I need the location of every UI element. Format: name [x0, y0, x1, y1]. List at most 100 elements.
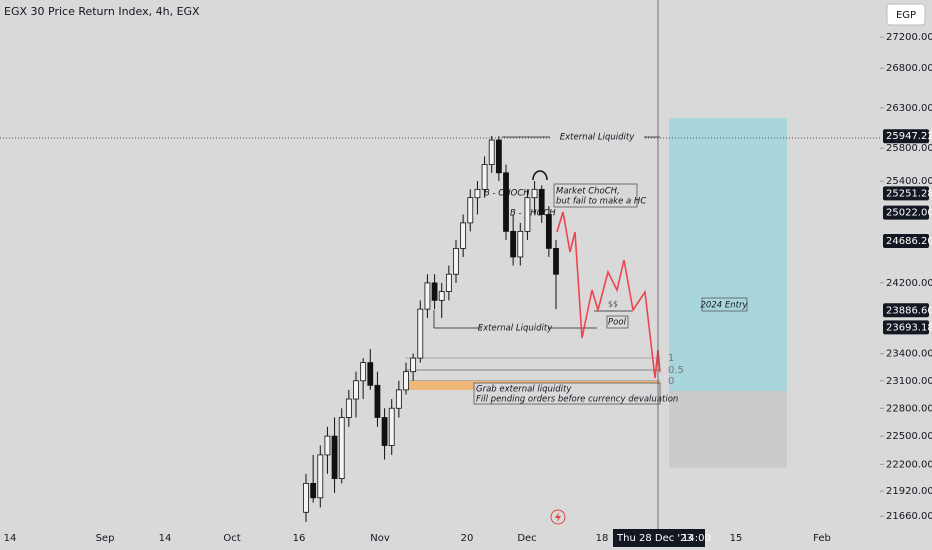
- candle-body: [538, 188, 545, 215]
- currency-button[interactable]: [886, 3, 926, 26]
- flash-icon: [555, 512, 561, 522]
- note-text: but fail to make a HC: [556, 197, 646, 207]
- candle-body: [517, 230, 524, 258]
- x-tick-label: 14: [4, 533, 17, 544]
- price-label: 25947.220: [886, 131, 932, 142]
- note-text: Fill pending orders before currency deva…: [476, 395, 678, 405]
- price-label: 25022.005: [886, 208, 932, 219]
- y-tick-label: 23100.000: [886, 376, 932, 387]
- target-zone: [669, 118, 787, 391]
- candle-body: [410, 357, 417, 373]
- y-tick-label: 22800.000: [886, 403, 932, 414]
- candle-body: [367, 362, 374, 386]
- candle-body: [545, 214, 552, 249]
- candle-body: [531, 188, 538, 199]
- candle-body: [338, 417, 345, 480]
- y-tick-label: 22500.000: [886, 431, 932, 442]
- candle-body: [395, 389, 402, 409]
- y-tick-label: 25400.000: [886, 176, 932, 187]
- y-tick-label: 26800.000: [886, 63, 932, 74]
- flash-icon: [550, 509, 566, 525]
- candle-body: [324, 435, 331, 456]
- entry-label: 2024 Entry: [701, 301, 749, 311]
- candle-body: [553, 247, 559, 275]
- candle-body: [431, 282, 438, 301]
- y-tick-label: 22200.000: [886, 459, 932, 470]
- candle-body: [488, 139, 495, 165]
- y-tick-label: 21660.000: [886, 511, 932, 522]
- x-tick-label: Oct: [223, 533, 240, 544]
- note-text: Grab external liquidity: [476, 385, 572, 395]
- candle-body: [438, 291, 445, 301]
- candle-body: [510, 230, 517, 258]
- candle-body: [388, 407, 395, 446]
- y-tick-label: 23400.000: [886, 349, 932, 360]
- projection: [556, 211, 661, 379]
- x-tick-label: 14: [159, 533, 172, 544]
- candle-body: [303, 482, 309, 513]
- candle-body: [353, 380, 359, 400]
- candle-body: [403, 371, 409, 391]
- pool-label: Pool: [608, 318, 627, 328]
- label-bg: [550, 131, 644, 143]
- pool-box: [606, 315, 629, 329]
- price-label: 23693.184: [886, 322, 932, 333]
- candle-body: [481, 164, 488, 190]
- candle-body: [424, 282, 431, 310]
- liquidity-label: External Liquidity: [478, 324, 553, 334]
- price-label: 25251.280: [886, 188, 932, 199]
- y-tick-label: 21920.000: [886, 486, 932, 497]
- fib-label: 0.5: [668, 365, 684, 376]
- price-label-box: [883, 129, 929, 144]
- candle-body: [474, 188, 481, 199]
- price-label: 23886.605: [886, 305, 932, 316]
- choch-label: B - CHOCH: [510, 209, 556, 219]
- crosshair-time-box: [613, 529, 705, 547]
- candle-body: [374, 384, 381, 418]
- candle-body: [381, 417, 388, 446]
- chart-title: EGX 30 Price Return Index, 4h, EGX: [4, 5, 200, 18]
- note-box: [553, 183, 638, 208]
- x-tick-label: 18: [596, 533, 609, 544]
- x-tick-label: Nov: [370, 533, 390, 544]
- fib-label: 1: [668, 353, 674, 364]
- candle-body: [360, 362, 367, 382]
- price-label-box: [883, 303, 929, 318]
- x-tick-label: 16: [293, 533, 306, 544]
- x-tick-label: Dec: [517, 533, 536, 544]
- liquidity-label: External Liquidity: [560, 133, 635, 143]
- candle-body: [495, 139, 502, 174]
- label-bg: [482, 322, 548, 334]
- stop-zone: [669, 391, 787, 468]
- candle-body: [445, 273, 452, 292]
- crosshair-date: Thu 28 Dec '23: [616, 533, 693, 544]
- x-tick-label: Sep: [96, 533, 115, 544]
- note-box: [473, 382, 661, 405]
- entry-box: [701, 297, 748, 312]
- dollars-label: $$: [608, 300, 618, 309]
- currency-label[interactable]: EGP: [896, 10, 916, 21]
- y-tick-label: 26300.000: [886, 103, 932, 114]
- candle-body: [524, 197, 531, 232]
- y-tick-label: 24200.000: [886, 278, 932, 289]
- fib-label: 0: [668, 376, 674, 387]
- candle-body: [467, 197, 474, 224]
- candle-body: [460, 222, 467, 249]
- candle-body: [345, 398, 352, 418]
- price-label-box: [883, 205, 929, 220]
- x-tick-label: 20: [461, 533, 474, 544]
- candle-body: [453, 247, 459, 275]
- price-label-box: [883, 186, 929, 201]
- candle-body: [331, 435, 338, 480]
- price-label: 24686.201: [886, 236, 932, 247]
- crosshair-time: 14:00: [682, 533, 711, 544]
- x-tick-label: 15: [730, 533, 743, 544]
- candle-body: [417, 308, 424, 359]
- y-tick-label: 25800.000: [886, 143, 932, 154]
- candle-body: [503, 172, 509, 232]
- price-label-box: [883, 234, 929, 249]
- note-text: Market ChoCH,: [556, 187, 620, 197]
- arc: [532, 170, 548, 181]
